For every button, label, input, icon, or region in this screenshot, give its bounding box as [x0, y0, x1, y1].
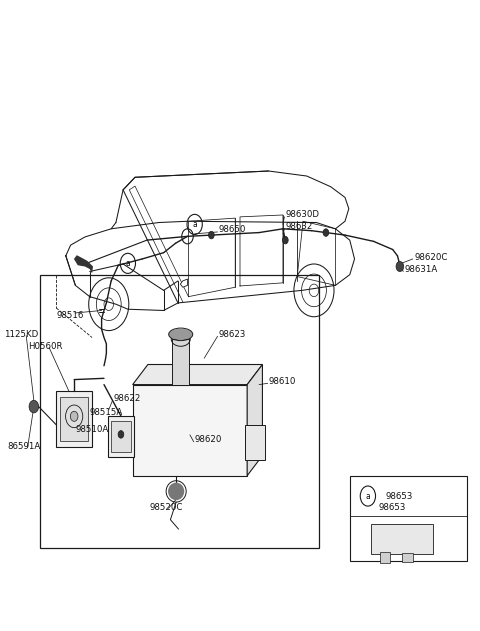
Text: 98622: 98622 — [114, 394, 141, 403]
Text: a: a — [125, 259, 130, 268]
Circle shape — [118, 430, 124, 438]
Bar — [56, 391, 92, 447]
Text: 98520C: 98520C — [149, 503, 183, 512]
Circle shape — [71, 411, 78, 422]
Bar — [108, 416, 134, 457]
Text: 98631A: 98631A — [405, 265, 438, 274]
Bar — [132, 385, 247, 476]
Ellipse shape — [168, 483, 184, 500]
Bar — [60, 397, 88, 441]
Text: 98632: 98632 — [285, 222, 312, 232]
Polygon shape — [74, 255, 93, 273]
Bar — [350, 476, 467, 560]
Circle shape — [29, 400, 38, 413]
Text: 98630D: 98630D — [285, 211, 319, 220]
Text: 98510A: 98510A — [75, 425, 108, 434]
Bar — [111, 421, 131, 452]
Ellipse shape — [168, 329, 193, 340]
Text: 86591A: 86591A — [7, 442, 40, 451]
Circle shape — [323, 229, 329, 237]
Polygon shape — [132, 365, 263, 385]
Text: 98653: 98653 — [378, 503, 406, 512]
Bar — [402, 553, 413, 562]
Bar — [380, 551, 390, 563]
Text: 98516: 98516 — [56, 311, 84, 320]
Text: 98620C: 98620C — [414, 252, 447, 262]
Circle shape — [282, 237, 288, 244]
Text: 98623: 98623 — [218, 330, 246, 339]
Polygon shape — [247, 365, 263, 476]
Text: 98610: 98610 — [269, 377, 296, 386]
Text: 98620: 98620 — [195, 435, 222, 444]
Text: H0560R: H0560R — [28, 342, 62, 351]
Bar — [245, 425, 265, 460]
Bar — [172, 339, 189, 385]
Polygon shape — [180, 279, 188, 287]
Text: 1125KD: 1125KD — [4, 330, 38, 339]
Text: 98650: 98650 — [218, 225, 246, 234]
Text: a: a — [192, 220, 197, 229]
Circle shape — [396, 261, 404, 271]
Bar — [39, 274, 319, 548]
Circle shape — [208, 232, 214, 239]
Text: a: a — [366, 492, 370, 500]
Text: 98653: 98653 — [385, 492, 413, 500]
Bar — [371, 524, 433, 554]
Text: 98515A: 98515A — [90, 408, 123, 417]
